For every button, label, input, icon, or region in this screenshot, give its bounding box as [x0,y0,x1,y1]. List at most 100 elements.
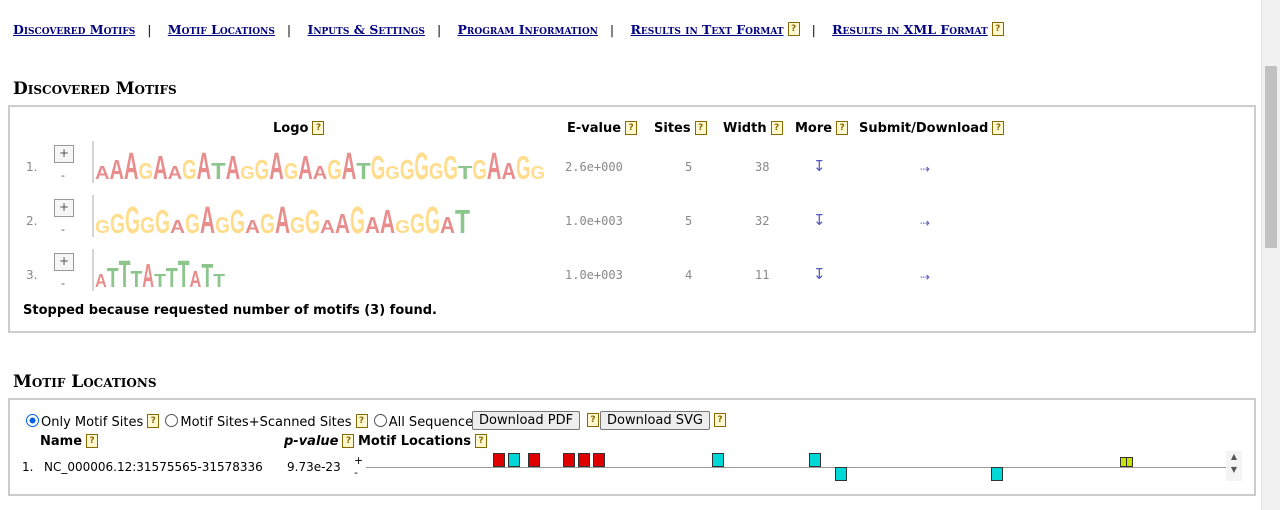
help-icon[interactable]: ? [770,121,783,135]
logo-letter: A [342,146,357,188]
motif-index: 2. [26,214,38,228]
logo-letter: T [107,262,119,293]
header-name: Name? [40,434,99,449]
help-icon[interactable]: ? [475,434,488,448]
logo-letter: A [298,149,313,186]
logo-letter: G [290,212,305,238]
logo-letter: A [380,203,395,240]
collapse-minus: - [61,223,65,236]
motif-site-block[interactable] [508,453,520,467]
sequence-name: NC_000006.12:31575565-31578336 [44,460,263,474]
logo-letter: A [153,149,168,186]
motif-site-block[interactable] [835,467,847,481]
sites: 5 [685,214,693,228]
help-icon[interactable]: ? [355,414,368,428]
logo-letter: T [201,257,213,294]
width: 32 [755,214,770,228]
help-icon[interactable]: ? [587,413,599,427]
width: 38 [755,160,770,174]
motif-site-block[interactable] [563,453,575,467]
logo-letter: T [458,163,473,183]
nav-motif-locations[interactable]: Motif Locations [167,22,275,37]
page-scrollbar-thumb[interactable] [1265,66,1277,248]
logo-letter: G [395,217,410,237]
nav-results-xml[interactable]: Results in XML Format [832,22,988,37]
help-icon[interactable]: ? [787,22,800,36]
motif-index: 3. [26,268,38,282]
logo-letter: G [305,203,320,240]
motif-index: 1. [26,160,38,174]
locations-scrollbar[interactable]: ▲ ▼ [1226,451,1242,481]
logo-letter: G [516,149,531,186]
logo-letter: G [530,163,545,183]
logo-letter: A [200,200,215,242]
submit-arrow-icon[interactable]: ⇢ [920,162,930,176]
sequence-index: 1. [22,460,34,474]
more-download-icon[interactable]: ↧ [813,157,826,175]
logo-letter: G [327,154,342,185]
help-icon[interactable]: ? [714,413,726,427]
motif-site-block[interactable] [991,467,1003,481]
evalue: 2.6e+000 [565,160,623,174]
motif-site-block[interactable] [578,453,590,467]
help-icon[interactable]: ? [992,121,1005,135]
logo-letter: A [142,257,154,294]
header-evalue: E-value? [567,121,638,136]
logo-letter: G [240,163,255,183]
more-download-icon[interactable]: ↧ [813,265,826,283]
radio-all-sequences[interactable] [373,414,387,427]
nav-results-text[interactable]: Results in Text Format [630,22,784,37]
help-icon[interactable]: ? [312,121,325,135]
logo-letter: A [168,163,183,183]
expand-plus-button[interactable]: + [54,199,74,217]
page-scrollbar[interactable] [1261,0,1280,510]
help-icon[interactable]: ? [836,121,849,135]
nav-discovered-motifs[interactable]: Discovered Motifs [13,22,136,37]
top-nav: Discovered Motifs | Motif Locations | Inpu… [13,22,1004,37]
nav-program-information[interactable]: Program Information [457,22,598,37]
download-svg-button[interactable]: Download SVG [600,411,710,430]
logo-letter: G [472,154,487,185]
logo-letter: A [95,271,107,291]
motif-site-block[interactable] [493,453,505,467]
help-icon[interactable]: ? [991,22,1004,36]
collapse-minus: - [61,169,65,182]
download-pdf-button[interactable]: Download PDF [472,411,581,430]
radio-only-motif-sites[interactable] [26,414,39,427]
motif-site-block[interactable] [1126,457,1133,467]
motif-site-block[interactable] [528,453,540,467]
logo-letter: G [425,200,440,242]
help-icon[interactable]: ? [625,121,638,135]
expand-plus-button[interactable]: + [54,145,74,163]
scroll-down-icon[interactable]: ▼ [1230,465,1238,474]
logo-letter: A [320,217,335,237]
help-icon[interactable]: ? [694,121,707,135]
logo-letter: A [487,146,502,188]
logo-letter: G [400,154,415,185]
logo-letter: T [130,266,142,292]
logo-letter: G [215,212,230,238]
logo-letter: G [125,200,140,242]
scroll-up-icon[interactable]: ▲ [1230,452,1238,461]
header-submit-download: Submit/Download? [859,121,1005,136]
expand-plus-button[interactable]: + [54,253,74,271]
nav-inputs-settings[interactable]: Inputs & Settings [307,22,425,37]
logo-letter: T [211,158,226,184]
more-download-icon[interactable]: ↧ [813,211,826,229]
logo-letter: A [226,149,241,186]
logo-letter: G [385,163,400,183]
header-logo: Logo? [273,121,325,136]
logo-letter: G [185,208,200,239]
help-icon[interactable]: ? [342,434,355,448]
help-icon[interactable]: ? [147,414,160,428]
evalue: 1.0e+003 [565,268,623,282]
submit-arrow-icon[interactable]: ⇢ [920,270,930,284]
motif-site-block[interactable] [593,453,605,467]
submit-arrow-icon[interactable]: ⇢ [920,216,930,230]
radio-motif-scanned-sites[interactable] [165,414,179,427]
help-icon[interactable]: ? [86,434,99,448]
header-more: More? [795,121,849,136]
motif-site-block[interactable] [712,453,724,467]
motif-site-block[interactable] [809,453,821,467]
